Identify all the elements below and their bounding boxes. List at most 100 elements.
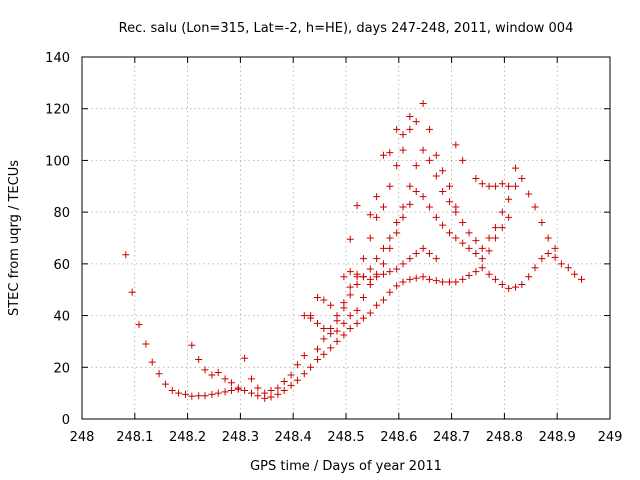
data-point [359,293,367,301]
y-axis-label: STEC from uqrg / TECUs [7,160,22,316]
data-point [393,125,401,133]
data-point [491,224,499,232]
data-point [432,213,440,221]
data-point [313,319,321,327]
data-point [525,190,533,198]
data-point [478,264,486,272]
y-tick-label: 20 [53,361,70,376]
data-point [491,234,499,242]
y-tick-label: 80 [53,206,70,221]
data-point [241,387,249,395]
data-point [346,291,354,299]
data-point [445,182,453,190]
data-point [432,151,440,159]
data-point [419,244,427,252]
data-point [293,376,301,384]
data-point [412,118,420,126]
data-point [181,390,189,398]
data-point [525,273,533,281]
data-point [571,270,579,278]
data-point [359,314,367,322]
y-tick-label: 120 [45,103,70,118]
data-point [287,381,295,389]
data-point [577,275,585,283]
data-point [399,260,407,268]
data-point [564,264,572,272]
data-point [393,229,401,237]
data-point [280,387,288,395]
data-point [122,251,130,259]
data-point [399,213,407,221]
data-point [511,164,519,172]
data-point [465,244,473,252]
data-point [406,112,414,120]
data-point [293,361,301,369]
data-point [452,234,460,242]
data-point [307,314,315,322]
data-point [353,202,361,210]
grid-lines [82,57,610,419]
data-point [313,356,321,364]
data-point [195,392,203,400]
data-point [227,379,235,387]
data-point [234,384,242,392]
data-point [551,253,559,261]
data-point [498,281,506,289]
data-point [353,270,361,278]
data-point [459,218,467,226]
axis-ticks [81,56,611,420]
data-point [379,203,387,211]
data-point [366,309,374,317]
data-point [472,268,480,276]
data-point [425,156,433,164]
data-point [241,354,249,362]
data-point [208,390,216,398]
data-point [472,175,480,183]
x-tick-label: 248.2 [169,430,206,445]
data-point [320,325,328,332]
data-point [505,195,513,203]
data-point [214,368,222,376]
data-point [340,273,348,281]
data-point [399,131,407,139]
data-point [393,162,401,170]
data-point [459,275,467,283]
data-point [353,281,361,289]
data-point [531,203,539,211]
data-point [478,180,486,188]
x-tick-label: 248.6 [380,430,417,445]
data-point [485,270,493,278]
data-point [544,234,552,242]
data-point [498,208,506,216]
data-point [379,244,387,252]
data-point [425,250,433,258]
data-point [386,182,394,190]
data-point [195,356,203,364]
data-point [142,340,150,348]
x-tick-label: 248 [70,430,95,445]
data-point [386,244,394,252]
data-point [327,301,335,309]
data-point [379,151,387,159]
data-point [261,389,269,397]
data-point [267,387,275,395]
data-point [485,234,493,242]
x-tick-label: 248.3 [222,430,259,445]
data-point [327,325,335,332]
y-tick-label: 100 [45,154,70,169]
data-point [201,392,209,400]
data-point [557,260,565,268]
data-point [425,275,433,283]
data-point [432,255,440,263]
data-point [353,306,361,314]
data-point [485,182,493,190]
data-point [333,337,341,345]
data-point [465,271,473,279]
data-point [221,388,229,396]
data-point [544,250,552,258]
data-point [168,387,176,395]
data-point [505,182,513,190]
data-point [274,384,282,392]
data-point [346,325,354,332]
